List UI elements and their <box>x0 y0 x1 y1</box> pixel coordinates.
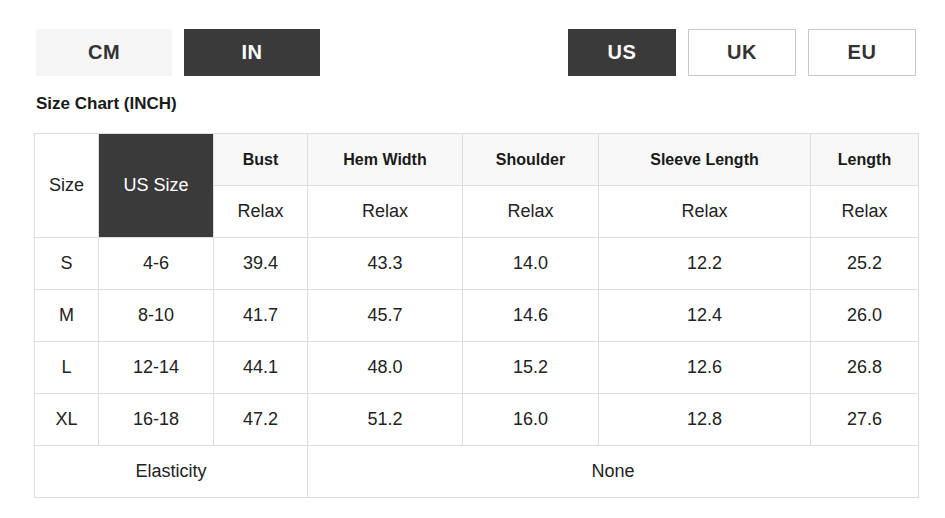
region-toggle-group: US UK EU <box>568 29 916 76</box>
table-cell: 4-6 <box>99 238 214 290</box>
table-cell: 45.7 <box>308 290 463 342</box>
table-cell: 26.8 <box>811 342 919 394</box>
table-cell: 27.6 <box>811 394 919 446</box>
col-header-sleeve-length: Sleeve Length <box>599 134 811 186</box>
region-toggle-us-button[interactable]: US <box>568 29 676 76</box>
elasticity-label: Elasticity <box>35 446 308 498</box>
size-chart-table: Size US Size Bust Hem Width Shoulder Sle… <box>34 133 919 498</box>
table-cell: 12.8 <box>599 394 811 446</box>
fit-cell: Relax <box>308 186 463 238</box>
table-row-m: M 8-10 41.7 45.7 14.6 12.4 26.0 <box>35 290 919 342</box>
region-toggle-uk-button[interactable]: UK <box>688 29 796 76</box>
table-cell: 43.3 <box>308 238 463 290</box>
table-cell: 15.2 <box>463 342 599 394</box>
table-cell: 51.2 <box>308 394 463 446</box>
table-cell: 12.2 <box>599 238 811 290</box>
table-row-xl: XL 16-18 47.2 51.2 16.0 12.8 27.6 <box>35 394 919 446</box>
table-cell: 14.0 <box>463 238 599 290</box>
col-header-bust: Bust <box>214 134 308 186</box>
table-cell: 41.7 <box>214 290 308 342</box>
fit-cell: Relax <box>811 186 919 238</box>
table-cell: S <box>35 238 99 290</box>
table-cell: 8-10 <box>99 290 214 342</box>
page-title: Size Chart (INCH) <box>36 94 177 114</box>
table-cell: 26.0 <box>811 290 919 342</box>
col-header-hem-width: Hem Width <box>308 134 463 186</box>
col-header-size: Size <box>35 134 99 238</box>
table-cell: 12.6 <box>599 342 811 394</box>
col-header-us-size: US Size <box>99 134 214 238</box>
table-row-s: S 4-6 39.4 43.3 14.0 12.2 25.2 <box>35 238 919 290</box>
table-cell: 16.0 <box>463 394 599 446</box>
fit-cell: Relax <box>463 186 599 238</box>
size-chart-panel: CM IN US UK EU Size Chart (INCH) Size US… <box>0 0 945 518</box>
table-cell: XL <box>35 394 99 446</box>
unit-toggle-group: CM IN <box>36 29 320 76</box>
table-row-l: L 12-14 44.1 48.0 15.2 12.6 26.8 <box>35 342 919 394</box>
table-cell: 16-18 <box>99 394 214 446</box>
fit-cell: Relax <box>214 186 308 238</box>
table-cell: 12-14 <box>99 342 214 394</box>
table-cell: 47.2 <box>214 394 308 446</box>
table-cell: L <box>35 342 99 394</box>
unit-toggle-in-button[interactable]: IN <box>184 29 320 76</box>
unit-toggle-cm-button[interactable]: CM <box>36 29 172 76</box>
region-toggle-eu-button[interactable]: EU <box>808 29 916 76</box>
fit-cell: Relax <box>599 186 811 238</box>
table-cell: 12.4 <box>599 290 811 342</box>
header-row-measures: Size US Size Bust Hem Width Shoulder Sle… <box>35 134 919 186</box>
table-cell: 39.4 <box>214 238 308 290</box>
table-row-elasticity: Elasticity None <box>35 446 919 498</box>
elasticity-value: None <box>308 446 919 498</box>
table-cell: M <box>35 290 99 342</box>
table-cell: 44.1 <box>214 342 308 394</box>
table-cell: 48.0 <box>308 342 463 394</box>
table-cell: 14.6 <box>463 290 599 342</box>
col-header-shoulder: Shoulder <box>463 134 599 186</box>
col-header-length: Length <box>811 134 919 186</box>
table-cell: 25.2 <box>811 238 919 290</box>
